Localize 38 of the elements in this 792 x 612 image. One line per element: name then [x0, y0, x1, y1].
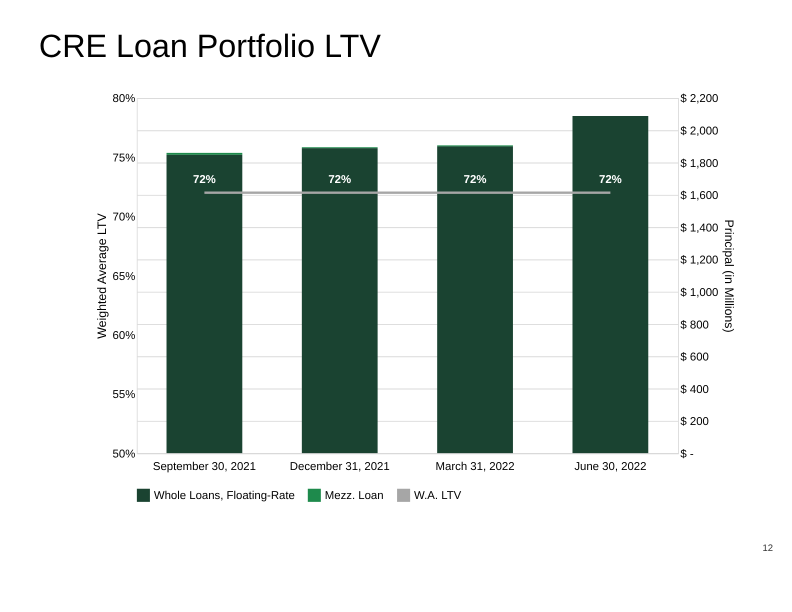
y2-tick-label: $ 1,600 [680, 190, 718, 202]
y2-tick-label: $ - [680, 448, 694, 460]
y-tick-label: 75% [112, 152, 136, 164]
y-tick-label: 80% [112, 93, 136, 106]
x-tick-label: June 30, 2022 [574, 460, 646, 473]
data-label: 72% [193, 174, 216, 186]
data-label: 72% [464, 174, 486, 186]
y2-tick-label: $ 1,200 [680, 254, 718, 267]
y2-tick-label: $ 2,000 [680, 126, 718, 138]
y2-tick-label: $ 600 [680, 352, 709, 364]
bar [302, 148, 378, 454]
legend-label: Whole Loans, Floating-Rate [154, 490, 295, 502]
y-tick-label: 60% [112, 330, 136, 342]
y2-tick-label: $ 200 [680, 416, 709, 428]
y2-tick-label: $ 400 [680, 384, 709, 396]
y-tick-label: 65% [112, 270, 136, 283]
legend-label: W.A. LTV [414, 490, 462, 502]
y2-tick-label: $ 2,200 [680, 93, 718, 106]
y2-tick-label: $ 1,800 [680, 158, 718, 170]
y-tick-label: 50% [112, 448, 136, 460]
text: 12 [762, 542, 774, 554]
y-axis-title: Weighted Average LTV [94, 212, 109, 339]
y2-axis-title: Principal (in Millions) [722, 220, 736, 333]
bar [437, 146, 513, 454]
x-tick-label: September 30, 2021 [152, 460, 256, 473]
x-tick-label: December 31, 2021 [290, 460, 390, 473]
bar [166, 154, 242, 454]
y2-tick-label: $ 800 [680, 319, 709, 332]
bar [572, 116, 648, 454]
y-tick-label: 55% [112, 389, 136, 402]
y2-tick-label: $ 1,000 [680, 286, 718, 299]
chart-title: CRE Loan Portfolio LTV [38, 28, 382, 64]
y-tick-label: 70% [112, 212, 136, 224]
x-tick-label: March 31, 2022 [436, 460, 515, 473]
legend-label: Mezz. Loan [324, 490, 384, 502]
data-label: 72% [328, 174, 352, 186]
data-label: 72% [598, 174, 622, 186]
y2-tick-label: $ 1,400 [680, 222, 718, 234]
